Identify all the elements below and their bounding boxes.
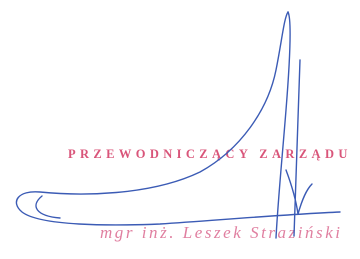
signature [16, 12, 340, 225]
signature-stroke [36, 196, 60, 218]
stamp-name: mgr inż. Leszek Straziński [100, 223, 340, 242]
signature-stamp: PRZEWODNICZĄCY ZARZĄDU mgr inż. Leszek S… [0, 0, 360, 259]
signature-stroke [276, 12, 290, 238]
stamp-title: PRZEWODNICZĄCY ZARZĄDU [68, 147, 348, 161]
page: PRZEWODNICZĄCY ZARZĄDU mgr inż. Leszek S… [0, 0, 360, 259]
signature-stroke [286, 170, 312, 214]
